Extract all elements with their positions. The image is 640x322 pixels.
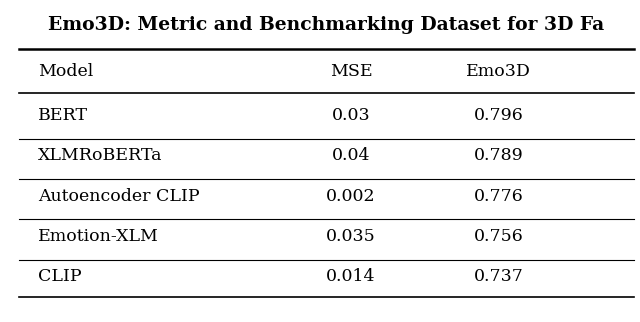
- Text: 0.737: 0.737: [474, 268, 524, 285]
- Text: MSE: MSE: [330, 62, 372, 80]
- Text: 0.002: 0.002: [326, 187, 376, 204]
- Text: Autoencoder CLIP: Autoencoder CLIP: [38, 187, 199, 204]
- Text: 0.04: 0.04: [332, 147, 370, 164]
- Text: 0.796: 0.796: [474, 107, 524, 124]
- Text: Emo3D: Metric and Benchmarking Dataset for 3D Fa: Emo3D: Metric and Benchmarking Dataset f…: [49, 16, 604, 34]
- Text: Emo3D: Emo3D: [466, 62, 531, 80]
- Text: 0.789: 0.789: [474, 147, 524, 164]
- Text: 0.035: 0.035: [326, 228, 376, 245]
- Text: XLMRoBERTa: XLMRoBERTa: [38, 147, 162, 164]
- Text: 0.756: 0.756: [474, 228, 524, 245]
- Text: 0.776: 0.776: [474, 187, 524, 204]
- Text: Model: Model: [38, 62, 93, 80]
- Text: BERT: BERT: [38, 107, 88, 124]
- Text: Emotion-XLM: Emotion-XLM: [38, 228, 159, 245]
- Text: CLIP: CLIP: [38, 268, 81, 285]
- Text: 0.03: 0.03: [332, 107, 371, 124]
- Text: 0.014: 0.014: [326, 268, 376, 285]
